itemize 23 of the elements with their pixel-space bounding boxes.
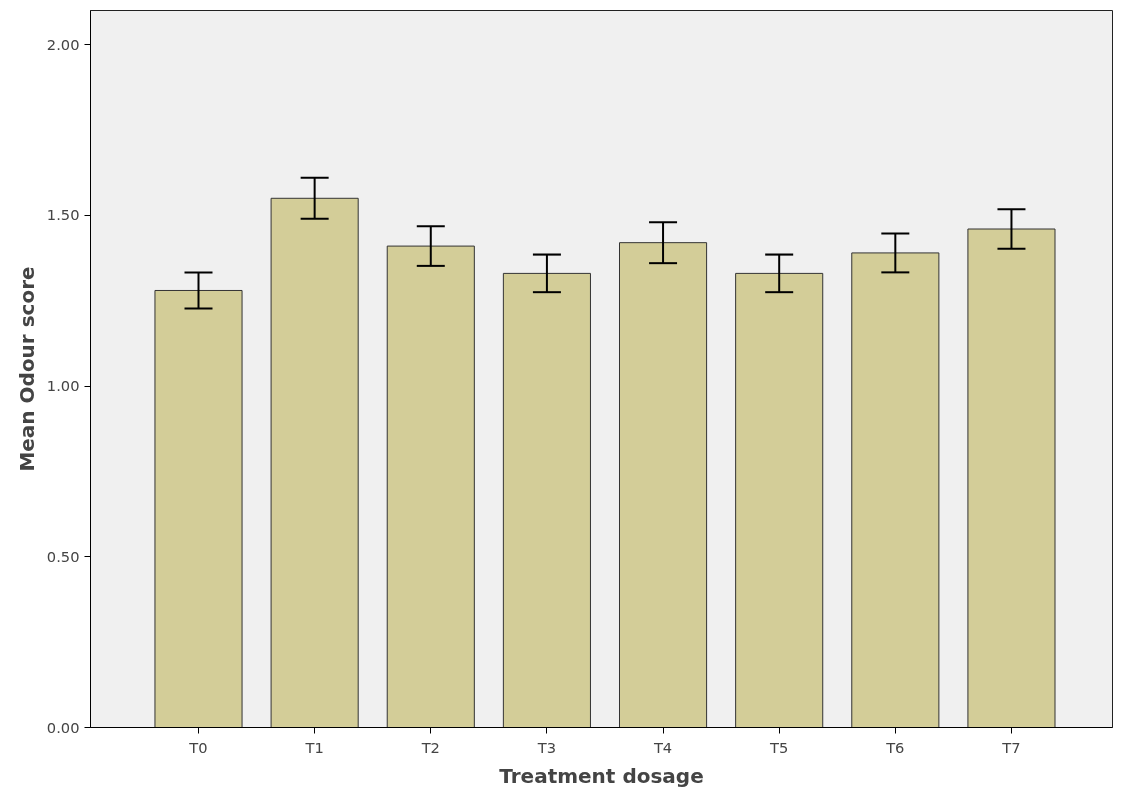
y-tick-label: 0.00 bbox=[46, 718, 80, 736]
x-tick-label: T4 bbox=[652, 738, 673, 756]
y-tick-label: 2.00 bbox=[46, 35, 80, 53]
x-tick-label: T1 bbox=[304, 738, 324, 756]
x-tick-label: T2 bbox=[420, 738, 440, 756]
x-tick-label: T6 bbox=[885, 738, 905, 756]
bar bbox=[270, 197, 359, 728]
y-tick-label: 1.00 bbox=[46, 377, 80, 395]
bar bbox=[851, 252, 940, 728]
x-tick-label: T0 bbox=[188, 738, 208, 756]
y-tick-label: 0.50 bbox=[46, 547, 80, 565]
x-tick-label: T5 bbox=[769, 738, 789, 756]
bar bbox=[154, 289, 243, 728]
y-tick-label: 1.50 bbox=[46, 206, 80, 224]
bar bbox=[502, 272, 591, 728]
bar bbox=[619, 242, 708, 728]
x-axis-title: Treatment dosage bbox=[499, 763, 704, 788]
bar bbox=[735, 272, 824, 728]
y-axis-title: Mean Odour score bbox=[14, 266, 39, 472]
x-tick-label: T7 bbox=[1001, 738, 1021, 756]
bar bbox=[386, 245, 475, 728]
bar bbox=[967, 228, 1056, 728]
x-tick-label: T3 bbox=[536, 738, 557, 756]
